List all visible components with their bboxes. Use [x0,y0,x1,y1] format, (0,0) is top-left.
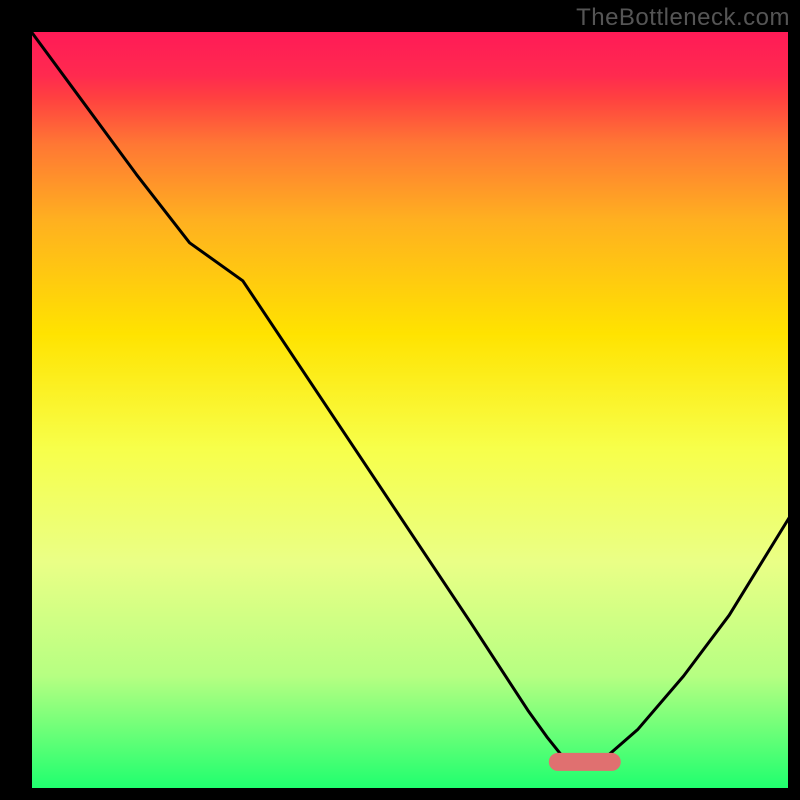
plot-border [30,30,790,790]
watermark-text: TheBottleneck.com [576,4,790,32]
optimal-marker [549,753,621,771]
bottleneck-curve [30,30,790,756]
chart-container: TheBottleneck.com [0,0,800,800]
curve-layer [0,0,800,800]
